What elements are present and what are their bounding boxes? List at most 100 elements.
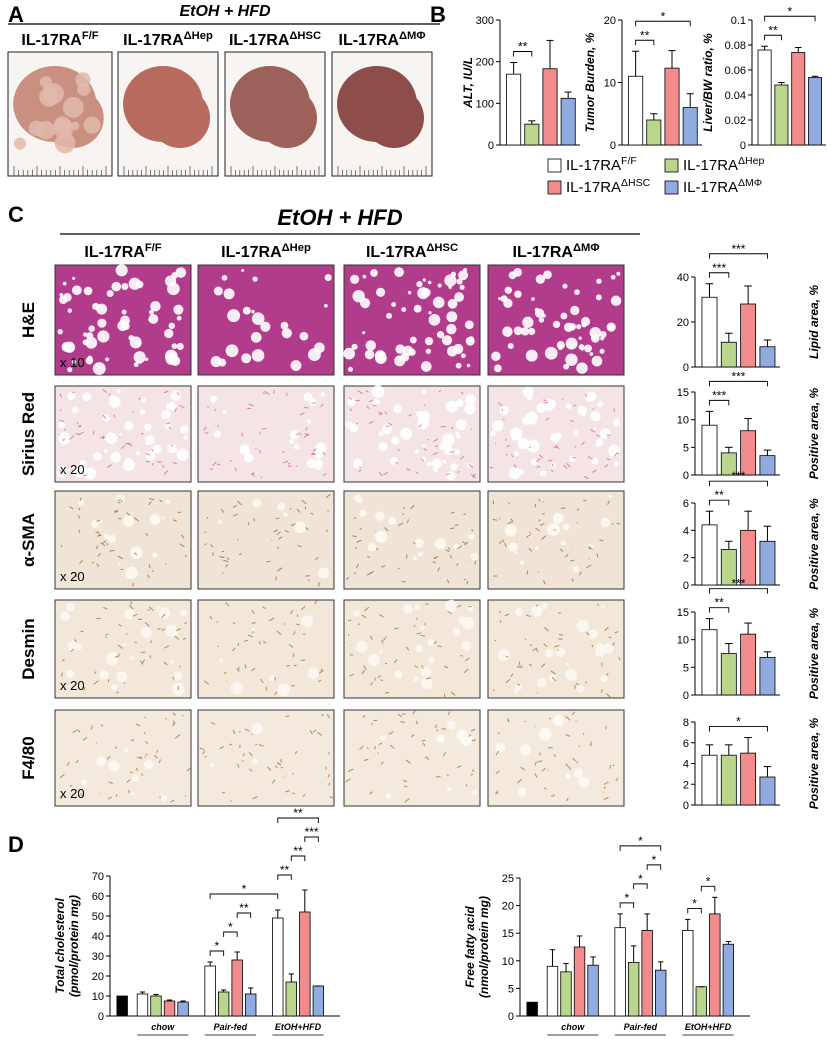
stain-fiber: [410, 504, 415, 510]
significance-label: **: [768, 23, 778, 37]
stain-fiber: [170, 799, 175, 803]
fat-vacuole: [308, 348, 321, 361]
fat-vacuole: [222, 409, 227, 414]
stain-fiber: [444, 665, 449, 669]
stain-fiber: [140, 651, 146, 654]
stain-fiber: [79, 793, 85, 797]
stain-fiber: [274, 765, 278, 769]
group-label: chow: [151, 1022, 175, 1032]
stain-fiber: [583, 475, 589, 480]
fat-vacuole: [223, 288, 235, 300]
genotype-label: IL-17RAΔMΦ: [683, 177, 762, 196]
stain-fiber: [156, 749, 159, 753]
y-tick-label: 40: [92, 931, 104, 943]
stain-fiber: [80, 630, 84, 633]
stain-fiber: [292, 631, 296, 636]
fat-vacuole: [143, 759, 154, 770]
stain-fiber: [165, 422, 170, 425]
fat-vacuole: [362, 274, 367, 279]
stain-fiber: [229, 743, 233, 746]
stain-fiber: [445, 549, 450, 553]
stain-label: Desmin: [19, 618, 38, 679]
y-tick-label: 0.08: [725, 40, 746, 52]
fat-vacuole: [210, 356, 222, 368]
fat-vacuole: [289, 439, 294, 445]
stain-fiber: [368, 421, 374, 424]
fat-vacuole: [446, 471, 456, 481]
stain-fiber: [288, 643, 294, 648]
fat-vacuole: [514, 290, 522, 298]
fat-vacuole: [459, 284, 465, 290]
fat-vacuole: [445, 599, 458, 613]
stain-fiber: [582, 733, 585, 735]
fat-vacuole: [497, 297, 502, 301]
stain-fiber: [507, 718, 510, 722]
fat-vacuole: [130, 792, 135, 796]
fat-vacuole: [562, 523, 570, 531]
stain-fiber: [175, 628, 181, 632]
liver-lobe: [257, 88, 317, 148]
fat-vacuole: [345, 421, 353, 429]
fat-vacuole: [578, 776, 590, 788]
fat-vacuole: [243, 452, 254, 463]
stain-fiber: [492, 689, 495, 692]
fat-vacuole: [307, 668, 319, 680]
stain-fiber: [498, 402, 503, 407]
bar: [759, 656, 776, 696]
fat-vacuole: [59, 292, 64, 297]
fat-vacuole: [517, 438, 529, 450]
fat-vacuole: [66, 669, 75, 679]
fat-vacuole: [145, 442, 149, 446]
stain-fiber: [450, 691, 456, 696]
stain-fiber: [320, 668, 323, 672]
stain-fiber: [315, 556, 319, 561]
stain-fiber: [128, 442, 133, 447]
y-tick-label: 6: [683, 498, 689, 510]
bar: [204, 965, 216, 1017]
stain-fiber: [151, 570, 154, 572]
significance-label: **: [293, 844, 303, 858]
stain-fiber: [69, 505, 74, 510]
stain-fiber: [120, 444, 126, 450]
fat-vacuole: [115, 264, 128, 277]
stain-fiber: [373, 677, 376, 681]
genotype-sup: F/F: [145, 242, 162, 254]
stain-fiber: [310, 512, 314, 515]
significance-bracket: [635, 20, 691, 27]
stain-fiber: [276, 630, 282, 635]
stain-fiber: [133, 517, 139, 522]
stain-fiber: [96, 563, 100, 568]
significance-label: *: [242, 882, 247, 896]
stain-fiber: [206, 516, 209, 519]
histology-image: [487, 490, 625, 590]
stain-fiber: [366, 747, 369, 750]
y-tick-label: 25: [502, 873, 514, 885]
fat-vacuole: [121, 283, 129, 291]
fat-vacuole: [573, 430, 579, 436]
fat-vacuole: [225, 344, 239, 358]
bar: [774, 84, 789, 146]
bar: [722, 943, 735, 1017]
fat-vacuole: [67, 367, 73, 373]
stain-fiber: [294, 750, 298, 755]
stain-fiber: [543, 643, 548, 648]
stain-fiber: [249, 768, 253, 772]
fat-vacuole: [416, 281, 423, 288]
stain-fiber: [347, 634, 350, 636]
y-tick-label: 20: [677, 317, 689, 329]
stain-fiber: [450, 512, 455, 514]
fat-vacuole: [111, 281, 122, 292]
fat-vacuole: [574, 289, 580, 296]
genotype-label: IL-17RAΔHSC: [366, 242, 458, 261]
stain-fiber: [172, 722, 176, 727]
significance-bracket: [209, 950, 225, 956]
fat-vacuole: [148, 313, 159, 324]
stain-fiber: [179, 665, 181, 668]
tumor-nodule: [62, 96, 84, 118]
y-tick-label: 0: [740, 140, 746, 152]
fat-vacuole: [375, 352, 387, 365]
stain-fiber: [76, 421, 79, 425]
stain-fiber: [320, 403, 324, 408]
fat-vacuole: [581, 412, 586, 417]
significance-bracket: [290, 855, 306, 861]
